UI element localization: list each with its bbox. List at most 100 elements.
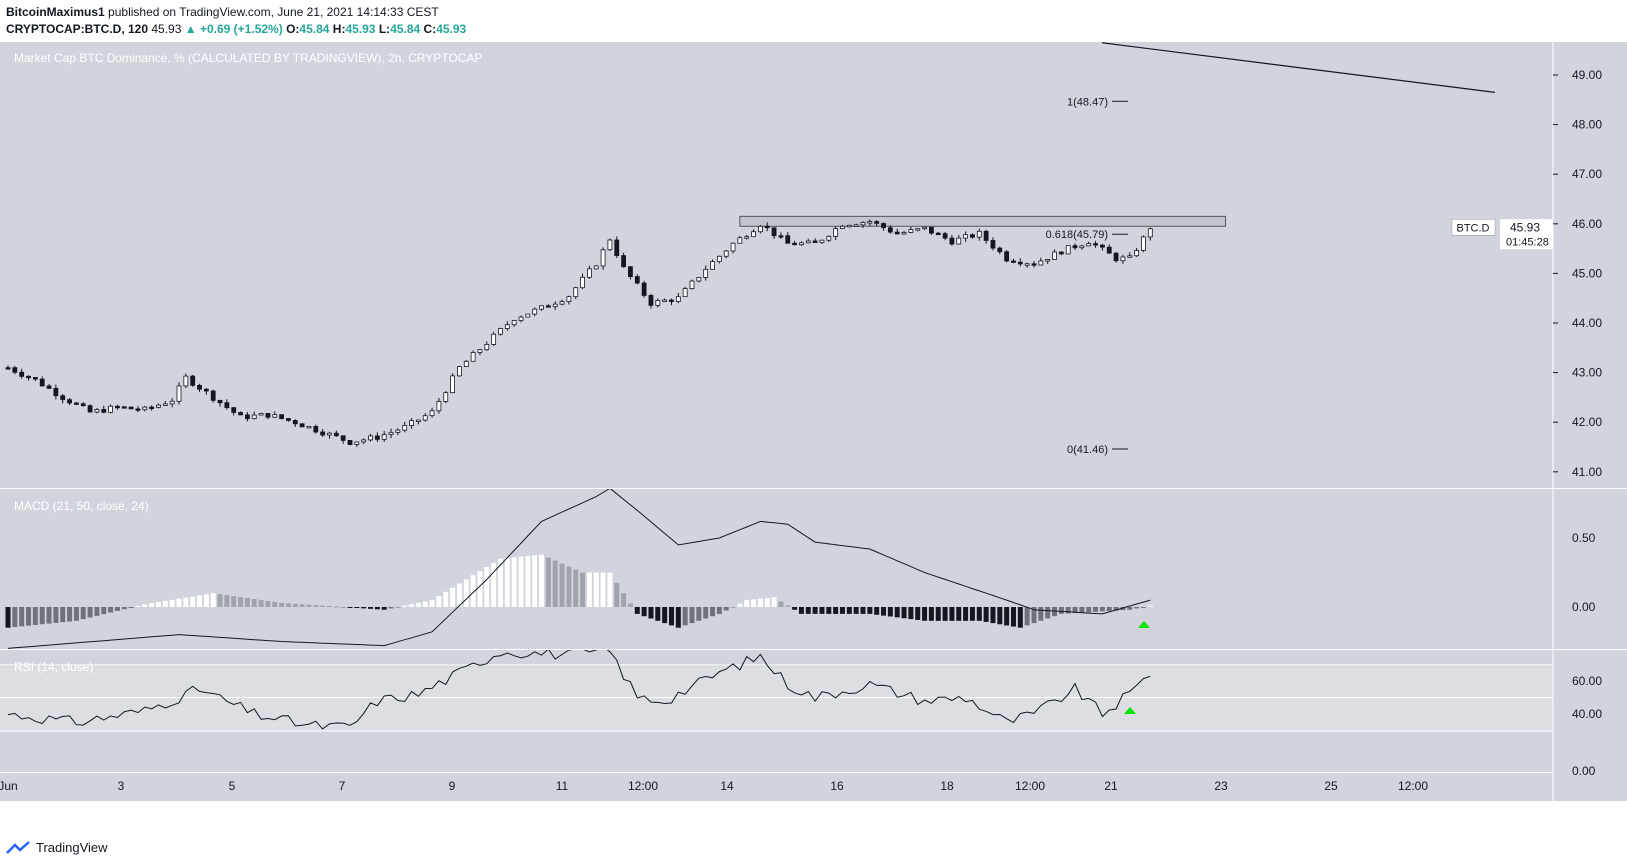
candle [552,301,558,311]
macd-histogram-bar [19,607,25,627]
candle [402,421,408,433]
candle-body [197,384,202,390]
macd-histogram-bar [504,558,510,607]
candle [758,225,763,234]
candle [498,327,503,336]
candle-body [395,429,401,433]
macd-histogram-bar [94,607,100,616]
candle [669,298,674,306]
candle [190,374,196,387]
candle-body [970,234,975,238]
open-label: O: [286,22,300,36]
macd-histogram-bar [586,572,592,607]
candle-body [573,287,579,298]
macd-histogram-bar [46,607,52,624]
candle [935,231,941,236]
candle-body [689,280,695,289]
price-pane[interactable] [0,42,1553,488]
macd-histogram-bar [976,607,982,621]
macd-histogram-bar [819,607,825,614]
candle-body [388,431,394,436]
brand-name[interactable]: TradingView [36,840,108,855]
macd-histogram-bar [723,607,729,611]
candle [580,273,585,290]
macd-histogram-bar [183,597,189,607]
macd-histogram-bar [867,607,873,614]
candle-body [634,276,640,284]
candle [429,407,435,418]
candle [388,428,394,439]
macd-histogram-bar [997,607,1003,625]
candle [723,250,729,259]
candle-body [532,308,538,315]
candle-body [846,224,852,228]
candle-body [771,227,777,237]
macd-histogram-bar [1072,607,1078,614]
macd-histogram-bar [238,597,244,607]
macd-histogram-bar [874,607,880,615]
macd-histogram-bar [942,607,948,621]
candle [457,365,462,377]
candle-body [203,388,209,392]
candle-body [156,404,161,408]
candle-body [450,375,456,394]
fib-level-label: 0(41.46) [1067,444,1108,456]
candle-body [347,439,353,445]
author-name[interactable]: BitcoinMaximus1 [6,5,105,19]
macd-histogram-bar [1031,607,1037,624]
candle [299,423,305,428]
candle [881,222,886,231]
close-value: 45.93 [436,22,467,36]
candle-body [142,406,148,411]
candle-body [402,425,408,431]
candle [874,220,880,227]
price-tick-label: 46.00 [1572,217,1602,231]
candle [32,377,38,382]
macd-histogram-bar [402,605,408,607]
macd-histogram-bar [210,593,216,607]
rsi-tick-label: 0.00 [1572,764,1596,778]
macd-histogram-bar [757,598,763,607]
candle [785,232,791,244]
candle-body [600,249,606,267]
candle-body [751,231,756,238]
rsi-pane-title: RSI (14, close) [14,660,93,674]
high-value: 45.93 [345,22,376,36]
price-tick-label: 47.00 [1572,167,1602,181]
candle [922,226,927,231]
candle [1141,235,1146,253]
candle [997,246,1003,255]
candle [614,236,620,259]
time-axis[interactable] [0,773,1553,801]
candle-body [183,375,189,387]
candle-body [1017,261,1023,265]
candle-body [491,333,497,345]
macd-histogram-bar [881,607,887,616]
macd-histogram-bar [751,599,757,607]
macd-pane[interactable] [0,489,1553,649]
price-axis[interactable] [1553,42,1627,801]
macd-histogram-bar [1024,607,1030,626]
low-label: L: [378,22,391,36]
candle-body [805,240,811,244]
candle [183,373,189,389]
macd-histogram-bar [908,607,914,620]
candle [422,413,428,422]
candle [778,232,784,239]
candle-body [929,226,934,234]
candle [156,403,161,409]
candle [751,229,756,238]
candle [395,428,401,436]
candle-body [840,225,845,229]
candle-body [1127,255,1133,258]
candle [1134,247,1139,257]
candle [477,348,483,356]
candle-body [853,224,859,227]
candle-body [983,230,989,241]
macd-histogram-bar [470,575,476,607]
candle-body [1106,246,1112,254]
candle [983,229,989,244]
candle-body [908,229,914,233]
candle [463,360,469,367]
